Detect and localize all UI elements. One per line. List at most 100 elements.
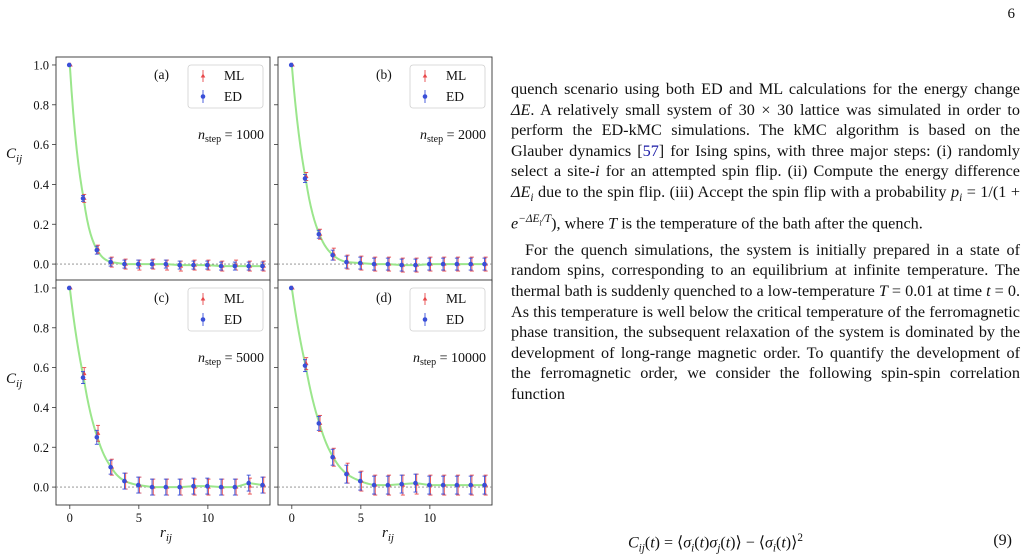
ed-point — [260, 263, 265, 269]
ed-point — [371, 482, 377, 488]
ed-point — [426, 482, 432, 488]
legend-ed-marker — [422, 94, 428, 99]
figure: 0.0 0.2 0.4 0.6 0.8 1.0 (a) ML ED nstep = 1000 (b)… — [6, 56, 493, 544]
legend: ML ED — [409, 287, 486, 332]
y-tick-label: 0.4 — [33, 401, 49, 415]
ed-point — [122, 478, 127, 484]
legend-ed-label: ED — [224, 89, 242, 104]
ed-point — [482, 261, 487, 267]
ed-point — [330, 252, 335, 258]
x-tick-label: 10 — [424, 511, 437, 525]
x-tick-label: 0 — [67, 511, 73, 525]
y-tick-label: 0.2 — [33, 441, 49, 455]
ed-point — [204, 483, 210, 489]
legend-ed-marker — [200, 317, 206, 322]
ed-point — [454, 482, 460, 488]
y-tick-label: 0.2 — [33, 218, 49, 232]
ed-point — [218, 484, 224, 490]
legend-box — [187, 287, 264, 332]
ed-point — [440, 261, 446, 267]
legend-ml-marker — [422, 296, 428, 301]
ed-point — [344, 471, 349, 477]
panel-b: (b) ML ED nstep = 2000 — [274, 56, 493, 286]
panel-label: (c) — [154, 290, 169, 305]
y-tick-label: 0.8 — [33, 98, 49, 112]
legend-box — [187, 64, 264, 109]
page-number: 6 — [1007, 6, 1016, 22]
y-tick-label: 1.0 — [33, 58, 49, 72]
legend-box — [409, 64, 486, 109]
legend: ML ED — [187, 287, 264, 332]
legend-ml-label: ML — [446, 291, 466, 306]
legend: ML ED — [409, 64, 486, 109]
x-tick-label: 0 — [289, 511, 295, 525]
ed-point — [232, 263, 238, 269]
y-tick-label: 0.6 — [33, 138, 49, 152]
ed-point — [413, 480, 418, 486]
ed-point — [426, 261, 432, 267]
legend-box — [409, 287, 486, 332]
ed-point — [357, 478, 363, 484]
ed-point — [232, 484, 238, 490]
legend-ed-label: ED — [446, 312, 464, 327]
x-axis-label: rij — [382, 525, 394, 544]
body-text: quench scenario using both ED and ML cal… — [511, 79, 1020, 405]
equation-9: Cij(t) = ⟨σi(t)σj(t)⟩ − ⟨σi(t)⟩2 (9) — [511, 532, 1020, 555]
y-tick-label: 0.8 — [33, 321, 49, 335]
ed-point — [482, 482, 487, 488]
ed-point — [385, 261, 391, 267]
ed-point — [177, 262, 182, 268]
ed-point — [94, 247, 100, 253]
ed-point — [191, 262, 196, 268]
ed-point — [468, 482, 473, 488]
ed-point — [288, 62, 294, 68]
ed-point — [218, 263, 224, 269]
y-tick-label: 0.6 — [33, 361, 49, 375]
x-axis-label: rij — [160, 525, 172, 544]
legend-ed-marker — [200, 94, 206, 99]
ed-point — [149, 484, 155, 490]
legend-ml-marker — [200, 73, 206, 78]
ed-point — [108, 259, 113, 265]
legend-ed-marker — [422, 317, 428, 322]
legend-ml-label: ML — [446, 68, 466, 83]
ed-point — [260, 482, 265, 488]
ed-point — [468, 261, 473, 267]
y-axis-label: Cij — [6, 146, 22, 165]
nstep-annotation: nstep = 5000 — [198, 351, 264, 368]
ed-point — [344, 259, 349, 265]
nstep-annotation: nstep = 1000 — [198, 128, 264, 145]
ed-point — [413, 262, 418, 268]
y-tick-label: 0.4 — [33, 178, 49, 192]
legend-ed-label: ED — [446, 89, 464, 104]
ed-point — [163, 261, 169, 267]
citation-link[interactable]: 57 — [642, 141, 659, 160]
ed-point — [66, 62, 72, 68]
ed-point — [135, 482, 141, 488]
equation-number: (9) — [993, 532, 1012, 549]
equation-body: Cij(t) = ⟨σi(t)σj(t)⟩ − ⟨σi(t)⟩2 — [628, 532, 803, 555]
nstep-annotation: nstep = 2000 — [420, 128, 486, 145]
ed-point — [302, 176, 308, 181]
ed-point — [80, 196, 86, 201]
ed-point — [357, 260, 363, 266]
ed-point — [204, 262, 210, 268]
ed-point — [163, 484, 169, 490]
panel-label: (a) — [154, 67, 169, 82]
ed-point — [399, 262, 404, 268]
y-axis-label: Cij — [6, 371, 22, 390]
legend-ml-marker — [422, 73, 428, 78]
ed-point — [440, 482, 446, 488]
ed-point — [454, 261, 460, 267]
ed-point — [246, 480, 251, 486]
ed-point — [149, 261, 155, 267]
y-tick-label: 0.0 — [33, 481, 49, 495]
ed-point — [135, 261, 141, 267]
legend-ml-label: ML — [224, 291, 244, 306]
ed-point — [385, 482, 391, 488]
ed-point — [191, 483, 196, 489]
ed-point — [177, 484, 182, 490]
x-tick-label: 5 — [358, 511, 364, 525]
ed-point — [80, 375, 86, 380]
ed-point — [316, 231, 322, 237]
